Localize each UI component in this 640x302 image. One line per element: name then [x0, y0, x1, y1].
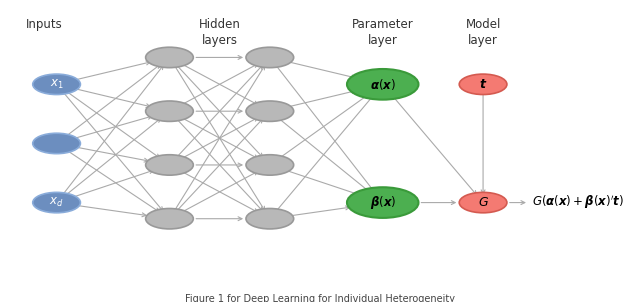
Circle shape	[246, 155, 294, 175]
Circle shape	[33, 192, 81, 213]
Text: $G(\boldsymbol{\alpha}(\boldsymbol{x})+\boldsymbol{\beta}(\boldsymbol{x})^\prime: $G(\boldsymbol{\alpha}(\boldsymbol{x})+\…	[532, 194, 624, 211]
Text: Model
layer: Model layer	[465, 18, 500, 47]
Circle shape	[33, 74, 81, 95]
Text: $\boldsymbol{t}$: $\boldsymbol{t}$	[479, 78, 487, 91]
Circle shape	[460, 192, 507, 213]
Circle shape	[246, 208, 294, 229]
Circle shape	[246, 101, 294, 121]
Text: $G$: $G$	[477, 196, 488, 209]
Text: $\boldsymbol{\beta}(\boldsymbol{x})$: $\boldsymbol{\beta}(\boldsymbol{x})$	[369, 194, 396, 211]
Text: Inputs: Inputs	[26, 18, 63, 31]
Circle shape	[146, 101, 193, 121]
Circle shape	[246, 47, 294, 68]
Text: $x_1$: $x_1$	[50, 78, 63, 91]
Circle shape	[146, 208, 193, 229]
Circle shape	[146, 47, 193, 68]
Text: $\boldsymbol{\alpha}(\boldsymbol{x})$: $\boldsymbol{\alpha}(\boldsymbol{x})$	[370, 77, 396, 92]
Text: Figure 1 for Deep Learning for Individual Heterogeneity: Figure 1 for Deep Learning for Individua…	[185, 294, 455, 302]
Circle shape	[146, 155, 193, 175]
Text: Parameter
layer: Parameter layer	[352, 18, 413, 47]
Circle shape	[460, 74, 507, 95]
Circle shape	[347, 187, 419, 218]
Text: Hidden
layers: Hidden layers	[198, 18, 241, 47]
Text: $x_d$: $x_d$	[49, 196, 64, 209]
Circle shape	[33, 133, 81, 154]
Circle shape	[347, 69, 419, 100]
